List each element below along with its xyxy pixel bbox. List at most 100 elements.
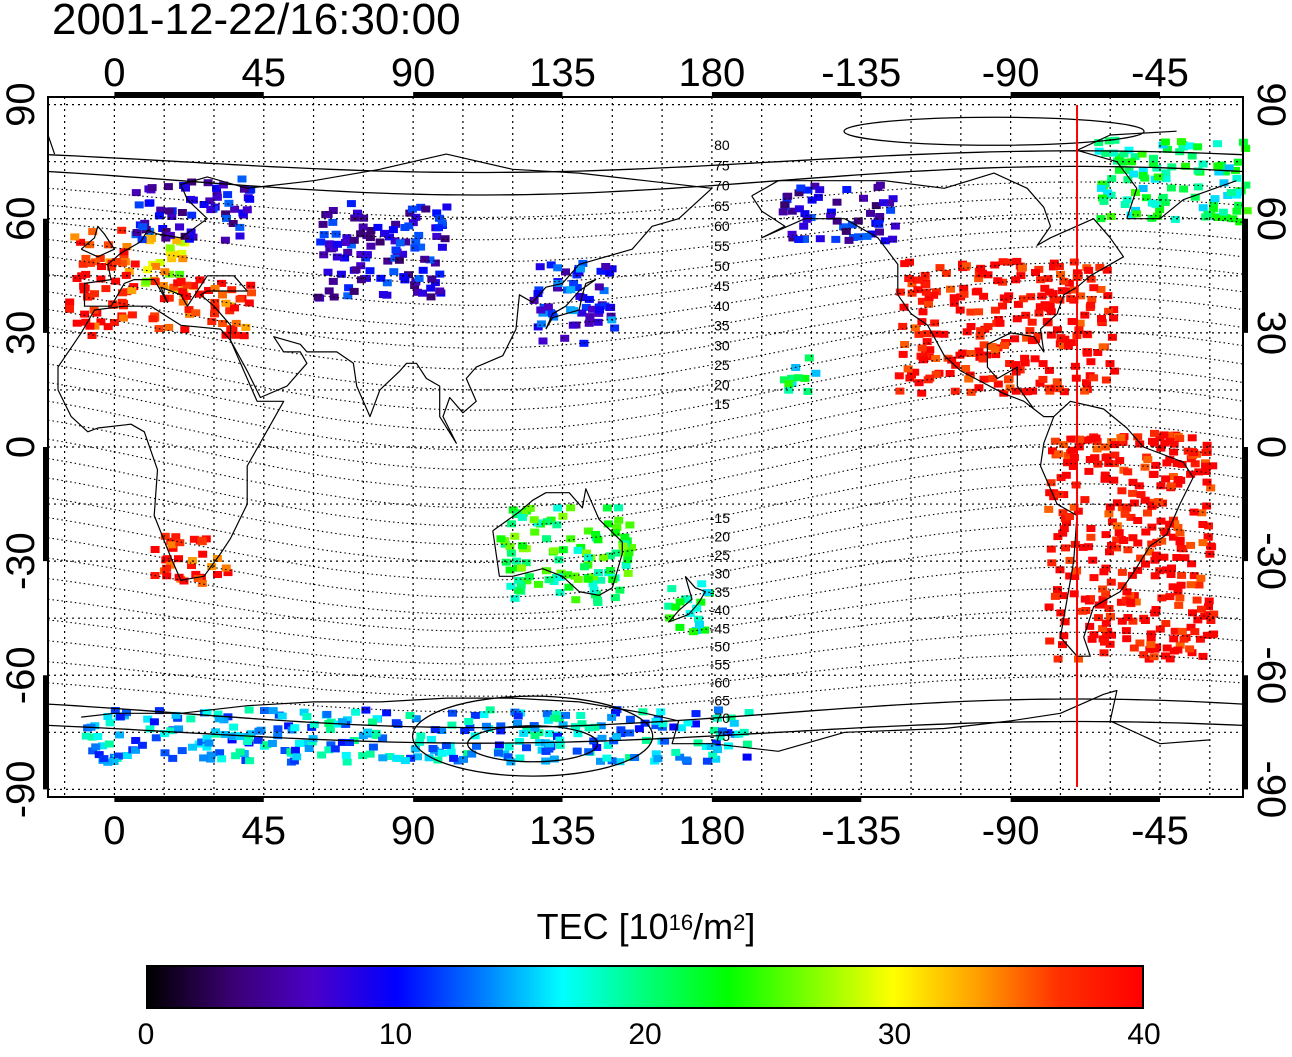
- tec-cell: [1068, 459, 1078, 467]
- tec-cell: [549, 578, 559, 585]
- tec-cell: [1206, 484, 1216, 492]
- contour-label: -15: [710, 510, 730, 526]
- tec-cell: [839, 223, 849, 231]
- tec-cell: [328, 277, 338, 285]
- tec-cell: [1124, 146, 1134, 154]
- contour-label: 80: [714, 137, 730, 153]
- tec-cell: [1020, 359, 1030, 367]
- tec-cell: [160, 268, 170, 276]
- tec-cell: [166, 727, 176, 735]
- tec-cell: [424, 754, 434, 762]
- tec-cell: [976, 327, 986, 335]
- tec-cell: [164, 294, 174, 302]
- tec-cell: [358, 752, 368, 760]
- tec-cell: [156, 206, 166, 214]
- tec-cell: [1046, 545, 1056, 553]
- tec-cell: [155, 259, 165, 266]
- tec-cell: [515, 754, 525, 762]
- tec-cell: [212, 193, 222, 201]
- tec-cell: [210, 298, 220, 306]
- contour-label: 65: [714, 198, 730, 214]
- tec-cell: [1157, 594, 1167, 602]
- tec-cell: [1000, 342, 1009, 349]
- tec-cell: [951, 361, 961, 369]
- tec-cell: [411, 213, 421, 221]
- tec-cell: [1031, 269, 1040, 276]
- tec-cell: [440, 235, 450, 243]
- tec-cell: [416, 203, 426, 211]
- tec-cell: [1061, 544, 1070, 552]
- tec-cell: [131, 737, 141, 744]
- tec-cell: [947, 356, 957, 364]
- tec-cell: [514, 576, 523, 584]
- tec-cell: [1063, 342, 1073, 350]
- tec-cell: [1080, 595, 1090, 603]
- tec-cell: [931, 330, 941, 338]
- contour-pole-south-inner: [466, 725, 599, 763]
- tec-cell: [552, 521, 562, 529]
- tec-cell: [1069, 590, 1079, 598]
- tec-cell: [917, 344, 927, 352]
- tec-cell: [1056, 270, 1066, 278]
- tec-cell: [615, 758, 625, 766]
- tec-cell: [389, 268, 399, 276]
- tec-cell: [1154, 498, 1163, 506]
- tec-cell: [611, 709, 620, 717]
- tec-cell: [566, 535, 576, 543]
- tec-cell: [467, 750, 477, 758]
- tec-cell: [612, 523, 622, 531]
- tec-cell: [976, 264, 986, 272]
- tec-cell: [1100, 471, 1110, 479]
- tec-cell: [1074, 655, 1083, 663]
- tec-cell: [552, 710, 562, 718]
- tec-cell: [1143, 456, 1153, 463]
- tec-cell: [361, 274, 371, 282]
- tec-cell: [237, 175, 247, 183]
- tec-cell: [538, 337, 548, 345]
- tec-cell: [199, 754, 209, 762]
- tec-cell: [1128, 489, 1138, 497]
- tec-cell: [93, 733, 103, 740]
- tec-cell: [1128, 534, 1138, 542]
- tec-cell: [955, 306, 965, 314]
- tec-cell: [1190, 460, 1200, 468]
- tec-cell: [553, 732, 562, 740]
- coastline: [751, 172, 1194, 657]
- tec-cell: [1187, 560, 1197, 568]
- tec-cell: [555, 741, 565, 749]
- tec-cell: [519, 729, 529, 737]
- tec-cell: [605, 567, 615, 574]
- tec-cell: [430, 279, 440, 287]
- tec-cell: [503, 753, 513, 761]
- contour-line: [47, 331, 1244, 411]
- tec-cell: [1156, 482, 1166, 490]
- tec-cell: [803, 186, 813, 194]
- tec-cell: [692, 604, 702, 612]
- tec-cell: [513, 720, 522, 727]
- tec-cell: [1121, 627, 1131, 635]
- tec-cell: [1160, 199, 1170, 206]
- tec-cell: [1175, 435, 1185, 442]
- tec-cell: [568, 321, 578, 329]
- tec-cell: [1097, 180, 1107, 188]
- tec-cell: [1091, 434, 1101, 442]
- tec-cell: [853, 217, 863, 225]
- tec-cell: [535, 263, 545, 271]
- tec-cell: [1058, 509, 1068, 517]
- tec-cell: [1099, 568, 1109, 576]
- tec-cell: [1114, 153, 1124, 161]
- tec-cell: [365, 234, 375, 242]
- tec-cell: [1161, 529, 1171, 537]
- tec-cell: [1048, 290, 1058, 298]
- tec-cell: [1027, 318, 1037, 326]
- tec-cell: [1198, 204, 1208, 212]
- tec-cell: [159, 295, 169, 303]
- tec-cell: [1125, 592, 1135, 600]
- tec-cell: [168, 754, 178, 762]
- tec-cell: [1201, 468, 1211, 475]
- contour-label: -75: [710, 728, 730, 744]
- lon-label-bottom: 45: [242, 809, 287, 853]
- tec-cell: [1039, 303, 1049, 311]
- tec-cell: [713, 746, 722, 754]
- tec-cell: [931, 355, 941, 362]
